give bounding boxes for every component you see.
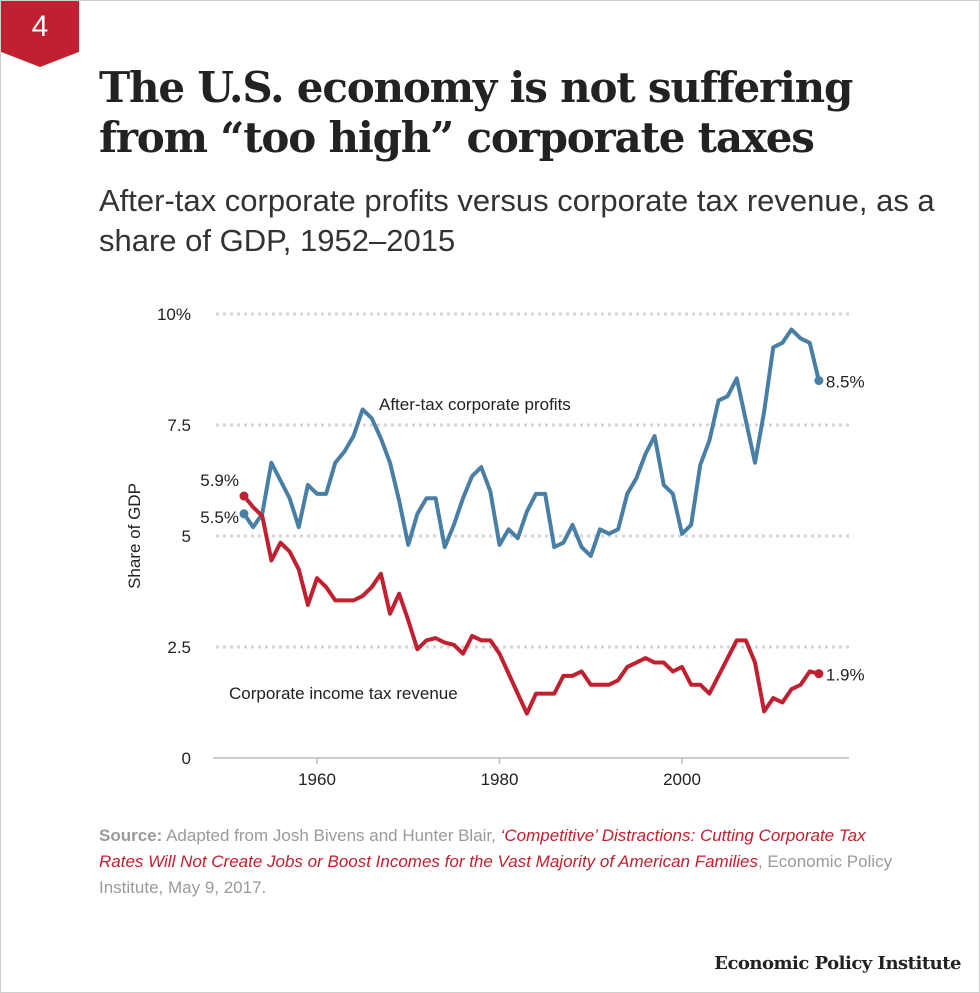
epi-logo: Economic Policy Institute: [714, 953, 961, 974]
source-publisher: , Economic Policy Institute, May 9, 2017…: [99, 852, 893, 897]
series-end-label: 1.9%: [826, 666, 865, 685]
source-text: Adapted from Josh Bivens and Hunter Blai…: [162, 826, 501, 845]
series-name-label: Corporate income tax revenue: [229, 684, 458, 703]
series-start-label: 5.5%: [200, 508, 239, 527]
series-end-point: [814, 669, 824, 679]
x-tick-labels: 1960 1980 2000: [298, 758, 701, 789]
series-start-point: [239, 509, 249, 519]
y-tick-label: 10%: [157, 305, 191, 324]
y-tick-labels: 0 2.5 5 7.5 10%: [157, 305, 191, 768]
x-tick-label: 1980: [481, 770, 519, 789]
series-start-point: [239, 491, 249, 501]
series-line: [242, 327, 821, 558]
y-axis-label: Share of GDP: [125, 483, 144, 589]
chart-number-badge: 4: [1, 1, 79, 67]
y-tick-label: 7.5: [167, 416, 191, 435]
source-label: Source:: [99, 826, 163, 845]
x-tick-label: 2000: [663, 770, 701, 789]
y-tick-label: 2.5: [167, 638, 191, 657]
chart-title: The U.S. economy is not suffering from “…: [99, 63, 853, 162]
y-tick-label: 5: [182, 527, 191, 546]
series-lines: 5.5% 8.5% After-tax corporate profits 5.9% 1…: [200, 327, 865, 716]
y-tick-label: 0: [182, 749, 191, 768]
series-end-point: [814, 376, 824, 386]
badge-number: 4: [31, 10, 49, 43]
x-tick-label: 1960: [298, 770, 336, 789]
source-note: Source: Adapted from Josh Bivens and Hun…: [99, 823, 899, 901]
series-line: [242, 494, 820, 716]
series-name-label: After-tax corporate profits: [379, 395, 571, 414]
source-report-link[interactable]: ‘Competitive’ Distractions: Cutting Corp…: [99, 826, 866, 871]
series-end-label: 8.5%: [826, 373, 865, 392]
chart-subtitle: After-tax corporate profits versus corpo…: [99, 183, 935, 258]
gridlines: [213, 312, 849, 759]
series-start-label: 5.9%: [200, 471, 239, 490]
